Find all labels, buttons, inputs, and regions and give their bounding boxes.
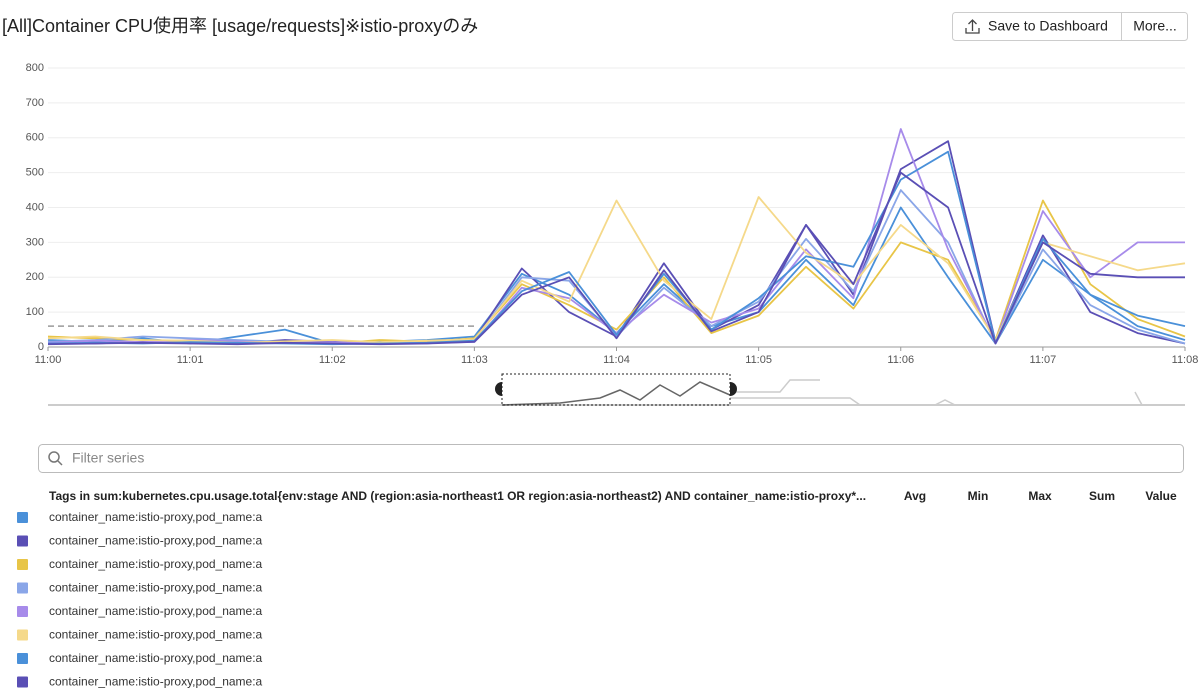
x-tick-label: 11:00	[35, 354, 62, 366]
legend-entry[interactable]: container_name:istio-proxy,pod_name:a	[49, 651, 263, 665]
nav-handle-right[interactable]	[730, 382, 737, 396]
column-header: Avg	[904, 489, 926, 503]
legend-entry[interactable]: container_name:istio-proxy,pod_name:a	[49, 604, 263, 618]
legend-swatch	[17, 676, 28, 688]
nav-trace	[501, 381, 731, 406]
x-tick-label: 11:08	[1172, 354, 1199, 366]
series-line	[47, 150, 1186, 346]
filter-input[interactable]	[38, 444, 1184, 473]
column-header: Sum	[1089, 489, 1115, 503]
legend-swatch	[17, 559, 28, 570]
column-header: Value	[1145, 489, 1177, 503]
search-icon-handle	[57, 460, 63, 466]
y-tick-label: 0	[38, 341, 44, 353]
nav-selection[interactable]	[501, 373, 731, 406]
legend-entry[interactable]: container_name:istio-proxy,pod_name:a	[49, 557, 263, 571]
legend-swatch	[17, 582, 28, 594]
legend-swatch	[17, 606, 28, 617]
tags-header: Tags in sum:kubernetes.cpu.usage.total{e…	[49, 489, 866, 503]
y-tick-label: 100	[26, 306, 44, 318]
save-label[interactable]: Save to Dashboard	[988, 18, 1108, 34]
y-tick-label: 800	[26, 62, 44, 74]
series-line	[47, 196, 1186, 344]
y-tick-label: 600	[26, 132, 44, 144]
save-button[interactable]: Save to Dashboard	[965, 18, 1108, 34]
x-tick-label: 11:04	[603, 354, 630, 366]
button-group	[952, 12, 1188, 41]
series-line	[47, 199, 1186, 345]
search-icon	[48, 451, 60, 463]
y-tick-label: 500	[26, 167, 44, 179]
legend-swatch	[17, 535, 28, 547]
y-tick-label: 300	[26, 236, 44, 248]
y-tick-label: 700	[26, 97, 44, 109]
legend-entry[interactable]: container_name:istio-proxy,pod_name:a	[49, 510, 263, 524]
x-tick-label: 11:03	[461, 354, 488, 366]
column-header: Max	[1028, 489, 1052, 503]
x-tick-label: 11:07	[1030, 354, 1057, 366]
y-tick-label: 400	[26, 201, 44, 213]
column-header: Min	[968, 489, 989, 503]
more-button[interactable]: More...	[1133, 18, 1177, 34]
legend-swatch	[17, 629, 28, 641]
x-tick-label: 11:02	[319, 354, 346, 366]
legend-entry[interactable]: container_name:istio-proxy,pod_name:a	[49, 534, 263, 548]
legend-swatch	[17, 512, 28, 523]
nav-trace-light	[730, 379, 1143, 406]
legend-entry[interactable]: container_name:istio-proxy,pod_name:a	[49, 581, 263, 595]
legend-entry[interactable]: container_name:istio-proxy,pod_name:a	[49, 628, 263, 642]
series-line	[47, 171, 1185, 346]
navigator[interactable]	[48, 373, 1185, 406]
legend-swatch	[17, 653, 28, 664]
series-line	[47, 206, 1186, 345]
filter-placeholder: Filter series	[72, 450, 144, 466]
series-line	[47, 189, 1186, 345]
x-tick-label: 11:05	[745, 354, 772, 366]
widget-title: [All]Container CPU使用率 [usage/requests]※i…	[2, 16, 478, 36]
x-tick-label: 11:01	[177, 354, 204, 366]
upload-icon	[965, 19, 980, 34]
x-tick-label: 11:06	[887, 354, 914, 366]
nav-handle-left[interactable]	[495, 382, 502, 396]
bottom-fade	[0, 688, 1200, 698]
legend-entry[interactable]: container_name:istio-proxy,pod_name:a	[49, 675, 263, 689]
y-tick-label: 200	[26, 271, 44, 283]
